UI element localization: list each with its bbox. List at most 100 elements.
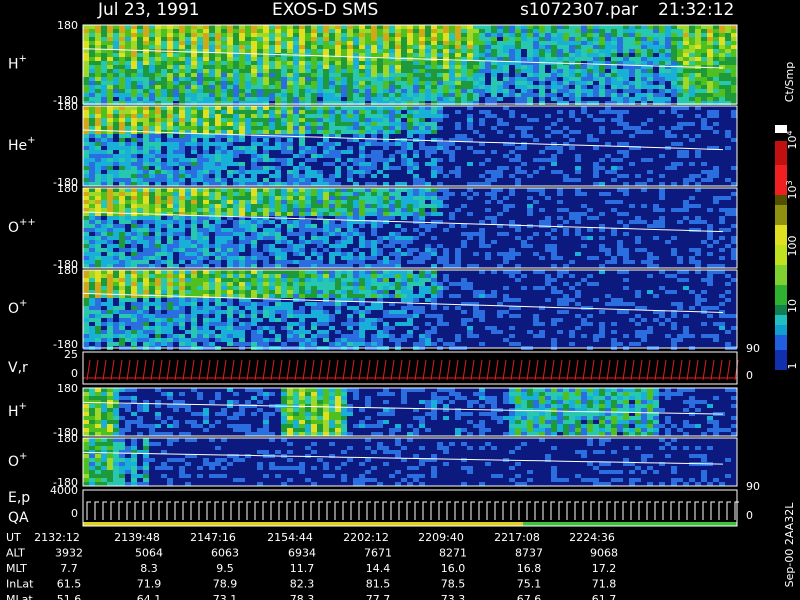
cell bbox=[173, 228, 179, 232]
cell bbox=[155, 110, 161, 114]
cell bbox=[455, 264, 461, 268]
cell bbox=[383, 45, 389, 49]
cell bbox=[377, 57, 383, 61]
cell bbox=[221, 150, 227, 154]
cell bbox=[131, 69, 137, 73]
cell bbox=[623, 192, 629, 196]
cell bbox=[551, 29, 557, 33]
cell bbox=[251, 216, 257, 220]
cell bbox=[683, 208, 689, 212]
cell bbox=[221, 178, 227, 182]
cell bbox=[107, 224, 113, 228]
cell bbox=[239, 162, 245, 166]
cell bbox=[119, 294, 125, 298]
cell bbox=[113, 342, 119, 346]
cell bbox=[233, 150, 239, 154]
cell bbox=[185, 106, 191, 110]
panel-label: He+ bbox=[8, 135, 36, 154]
cell bbox=[503, 252, 509, 256]
cell bbox=[449, 216, 455, 220]
cell bbox=[701, 33, 707, 37]
cell bbox=[251, 130, 257, 134]
cell bbox=[395, 204, 401, 208]
cell bbox=[137, 118, 143, 122]
cell bbox=[365, 25, 371, 29]
cell bbox=[569, 77, 575, 81]
cell bbox=[383, 41, 389, 45]
cell bbox=[89, 166, 95, 170]
cell bbox=[431, 264, 437, 268]
cell bbox=[179, 138, 185, 142]
cell bbox=[131, 29, 137, 33]
cell bbox=[221, 182, 227, 186]
cell bbox=[191, 162, 197, 166]
cell bbox=[317, 77, 323, 81]
cell bbox=[623, 57, 629, 61]
cell bbox=[479, 25, 485, 29]
cell bbox=[251, 252, 257, 256]
cell bbox=[497, 212, 503, 216]
cell bbox=[167, 162, 173, 166]
cell bbox=[611, 29, 617, 33]
cell bbox=[221, 248, 227, 252]
cell bbox=[719, 196, 725, 200]
cell bbox=[425, 97, 431, 101]
cell bbox=[383, 196, 389, 200]
cell bbox=[119, 53, 125, 57]
cell bbox=[83, 45, 89, 49]
cell bbox=[227, 33, 233, 37]
cell bbox=[191, 334, 197, 338]
cell bbox=[179, 290, 185, 294]
cell bbox=[89, 53, 95, 57]
cell bbox=[245, 178, 251, 182]
cell bbox=[503, 85, 509, 89]
cell bbox=[425, 248, 431, 252]
y-tick-label: 180 bbox=[57, 19, 78, 32]
cell bbox=[107, 260, 113, 264]
cell bbox=[155, 114, 161, 118]
cell bbox=[119, 118, 125, 122]
cell bbox=[509, 25, 515, 29]
cell bbox=[323, 106, 329, 110]
cell bbox=[659, 216, 665, 220]
cell bbox=[473, 53, 479, 57]
cell bbox=[107, 182, 113, 186]
cell bbox=[143, 101, 149, 105]
cell bbox=[497, 188, 503, 192]
cell bbox=[497, 85, 503, 89]
cell bbox=[137, 338, 143, 342]
cell bbox=[623, 33, 629, 37]
cell bbox=[299, 89, 305, 93]
cell bbox=[263, 208, 269, 212]
cell bbox=[287, 224, 293, 228]
cell bbox=[425, 196, 431, 200]
cell bbox=[461, 101, 467, 105]
cell bbox=[269, 204, 275, 208]
cell bbox=[515, 69, 521, 73]
cell bbox=[395, 61, 401, 65]
cell bbox=[665, 57, 671, 61]
cell bbox=[239, 130, 245, 134]
cell bbox=[221, 134, 227, 138]
cell bbox=[239, 65, 245, 69]
cell bbox=[707, 65, 713, 69]
cell bbox=[515, 41, 521, 45]
cell bbox=[335, 252, 341, 256]
cell bbox=[593, 77, 599, 81]
cell bbox=[299, 252, 305, 256]
cell bbox=[113, 142, 119, 146]
cell bbox=[149, 61, 155, 65]
cell bbox=[83, 162, 89, 166]
cell bbox=[257, 122, 263, 126]
cell bbox=[119, 306, 125, 310]
cell bbox=[299, 244, 305, 248]
cell bbox=[143, 134, 149, 138]
cell bbox=[545, 37, 551, 41]
cell bbox=[287, 212, 293, 216]
cell bbox=[335, 216, 341, 220]
cell bbox=[131, 252, 137, 256]
cell bbox=[509, 45, 515, 49]
cell bbox=[275, 97, 281, 101]
cell bbox=[329, 25, 335, 29]
cell bbox=[209, 260, 215, 264]
